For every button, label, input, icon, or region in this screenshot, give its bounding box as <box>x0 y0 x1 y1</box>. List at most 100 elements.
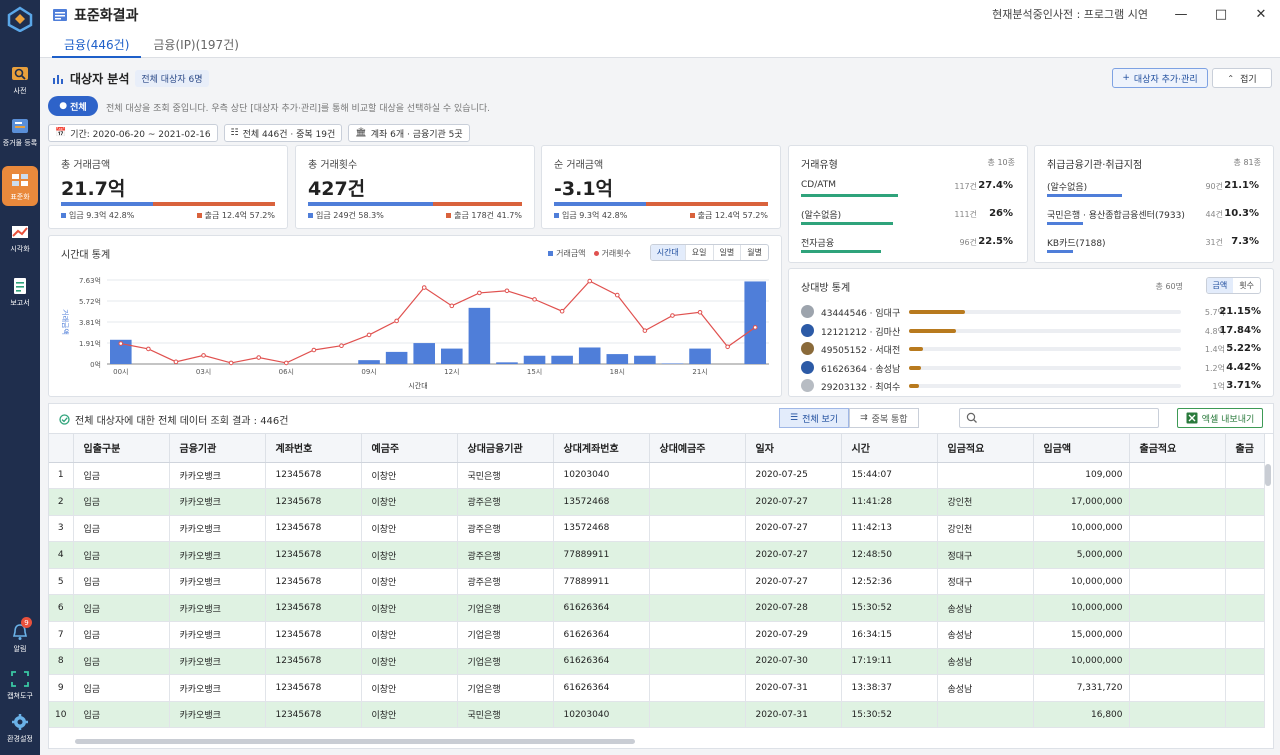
counterparty-row[interactable]: 12121212 · 김마산 4.8억 17.84% <box>801 323 1261 340</box>
table-row[interactable]: 5 입금 카카오뱅크 12345678 이창안 광주은행 77889911 2020-07-2… <box>49 568 1265 596</box>
tx_type-name: (알수없음) <box>801 211 842 221</box>
column-header[interactable]: 상대계좌번호 <box>553 434 650 463</box>
count-point <box>670 313 675 318</box>
close-button[interactable]: ✕ <box>1255 6 1267 22</box>
column-header[interactable]: 시간 <box>841 434 938 463</box>
table-cell: 국민은행 <box>457 701 554 729</box>
y-tick-label: 1.91억 <box>79 340 101 348</box>
column-header[interactable]: 일자 <box>745 434 842 463</box>
minimize-button[interactable]: — <box>1174 6 1188 22</box>
column-header[interactable]: 입출구분 <box>73 434 170 463</box>
x-tick-label: 03시 <box>196 368 211 376</box>
fold-button[interactable]: ⌃ 접기 <box>1212 68 1272 88</box>
sidebar-item-search-dictionary[interactable]: 사전 <box>0 60 40 100</box>
count-point <box>697 310 703 315</box>
counterparty-title: 상대방 통계 <box>801 283 851 294</box>
tab-finance[interactable]: 금융(446건) <box>52 32 142 58</box>
column-header[interactable]: 계좌번호 <box>265 434 362 463</box>
segment-monthly[interactable]: 월별 <box>747 248 762 257</box>
column-header[interactable]: 출금적요 <box>1129 434 1226 463</box>
table-cell: 카카오뱅크 <box>169 568 266 596</box>
tab-finance-ip[interactable]: 금융(IP)(197건) <box>153 38 239 52</box>
counterparty-row[interactable]: 29203132 · 최여수 1억 3.71% <box>801 379 1261 395</box>
table-row[interactable]: 1 입금 카카오뱅크 12345678 이창안 국민은행 10203040 2020-07-2… <box>49 462 1265 490</box>
sidebar-item-visualize[interactable]: 시각화 <box>0 218 40 258</box>
kpi-legend: 입금 9.3억 42.8% 출금 12.4억 57.2% <box>554 210 768 221</box>
sidebar-item-report[interactable]: 보고서 <box>0 272 40 312</box>
column-header[interactable]: 입금적요 <box>937 434 1034 463</box>
table-row[interactable]: 8 입금 카카오뱅크 12345678 이창안 기업은행 61626364 2020-07-3… <box>49 648 1265 676</box>
counterparty-row[interactable]: 49505152 · 서대전 1.4억 5.22% <box>801 342 1261 358</box>
column-header[interactable]: 상대금융기관 <box>457 434 554 463</box>
counterparty-row[interactable]: 43444546 · 임대구 5.7억 21.15% <box>801 305 1261 321</box>
institutions-count: 31건 <box>1205 238 1223 247</box>
table-row[interactable]: 10 입금 카카오뱅크 12345678 이창안 국민은행 10203040 2020-07-… <box>49 701 1265 729</box>
institutions-row[interactable]: 국민은행 · 용산종합금융센터(7933) 44건 10.3% <box>1047 208 1259 232</box>
institutions-row[interactable]: KB카드(7188) 31건 7.3% <box>1047 236 1259 260</box>
vertical-scrollbar[interactable] <box>1265 464 1271 486</box>
tx_type-row[interactable]: CD/ATM 117건 27.4% <box>801 180 1013 204</box>
view-all-button[interactable]: ☰ 전체 보기 <box>779 408 850 428</box>
transaction-type-title: 거래유형 <box>801 160 838 171</box>
standardize-icon <box>9 170 31 190</box>
kpi-out-legend: 출금 12.4억 57.2% <box>689 210 768 221</box>
segment-count[interactable]: 횟수 <box>1239 281 1254 290</box>
column-header[interactable]: 상대예금주 <box>649 434 746 463</box>
kpi-legend: 입금 9.3억 42.8% 출금 12.4억 57.2% <box>61 210 275 221</box>
merge-duplicates-button[interactable]: ⇉ 중복 통합 <box>849 408 919 428</box>
table-row[interactable]: 7 입금 카카오뱅크 12345678 이창안 기업은행 61626364 2020-07-2… <box>49 621 1265 649</box>
all-subjects-button[interactable]: ● 전체 <box>48 96 98 116</box>
institution-card: 취급금융기관·취급지점 총 81종 (알수없음) 90건 21.1% 국민은행 · 용… <box>1034 145 1274 263</box>
table-row[interactable]: 6 입금 카카오뱅크 12345678 이창안 기업은행 61626364 2020-07-2… <box>49 594 1265 623</box>
amount-bar <box>578 347 601 364</box>
count-point <box>339 343 344 348</box>
counterparty-row[interactable]: 61626364 · 송성남 1.2억 4.42% <box>801 360 1261 377</box>
column-header[interactable]: 예금주 <box>361 434 458 463</box>
counterparty-name: 43444546 · 임대구 <box>821 309 901 319</box>
column-header[interactable]: 입금액 <box>1033 434 1130 463</box>
add-manage-subject-button[interactable]: + 대상자 추가·관리 <box>1112 68 1208 88</box>
table-cell: 카카오뱅크 <box>169 462 266 490</box>
counterparty-card: 상대방 통계 총 60명 금액 횟수 43444546 · 임대구 5.7억 21.… <box>788 268 1274 397</box>
column-header[interactable]: 금융기관 <box>169 434 266 463</box>
account-filter[interactable]: 🏛 계좌 6개 · 금융기관 5곳 <box>348 124 470 142</box>
table-cell: 국민은행 <box>457 462 554 490</box>
table-row[interactable]: 4 입금 카카오뱅크 12345678 이창안 광주은행 77889911 2020-07-2… <box>49 541 1265 569</box>
table-cell: 기업은행 <box>457 621 554 649</box>
x-tick-label: 09시 <box>361 368 376 376</box>
export-excel-button[interactable]: 엑셀 내보내기 <box>1177 408 1263 428</box>
counterparty-share-bar <box>909 365 921 370</box>
table-row[interactable]: 3 입금 카카오뱅크 12345678 이창안 광주은행 13572468 2020-07-2… <box>49 515 1265 543</box>
search-input[interactable] <box>982 411 1152 425</box>
kpi-card: 총 거래금액 21.7억 입금 9.3억 42.8% 출금 12.4억 57.2% <box>48 145 288 229</box>
table-cell: 기업은행 <box>457 674 554 702</box>
horizontal-scrollbar[interactable] <box>75 739 635 744</box>
table-row[interactable]: 9 입금 카카오뱅크 12345678 이창안 기업은행 61626364 2020-07-3… <box>49 674 1265 702</box>
column-header[interactable]: 출금 <box>1225 434 1265 463</box>
x-tick-label: 06시 <box>279 368 294 376</box>
segment-daily[interactable]: 일별 <box>714 245 742 260</box>
add-manage-subject-label: 대상자 추가·관리 <box>1133 74 1198 85</box>
sidebar-item-standardize[interactable]: 표준화 <box>2 166 38 206</box>
maximize-button[interactable]: □ <box>1214 6 1228 22</box>
table-cell: 광주은행 <box>457 541 554 569</box>
sidebar-item-evidence-register[interactable]: 증거물 등록 <box>0 112 40 152</box>
tx_type-row[interactable]: 전자금융 96건 22.5% <box>801 236 1013 260</box>
segment-hour[interactable]: 시간대 <box>650 245 686 260</box>
sidebar-item-gear[interactable]: 환경설정 <box>0 708 40 748</box>
sidebar-item-bell[interactable]: 9 알림 <box>0 617 40 658</box>
bank-icon: 🏛 <box>355 128 367 138</box>
column-header[interactable] <box>49 434 74 463</box>
kpi-label: 총 거래금액 <box>61 160 111 171</box>
tx_type-row[interactable]: (알수없음) 111건 26% <box>801 208 1013 232</box>
period-filter[interactable]: 📅 기간: 2020-06-20 ~ 2021-02-16 <box>48 124 218 142</box>
table-row[interactable]: 2 입금 카카오뱅크 12345678 이창안 광주은행 13572468 2020-07-2… <box>49 488 1265 516</box>
sidebar-item-capture[interactable]: 캡쳐도구 <box>0 665 40 705</box>
segment-amount[interactable]: 금액 <box>1206 278 1234 293</box>
segment-weekday[interactable]: 요일 <box>686 245 714 260</box>
count-point <box>725 344 730 350</box>
count-point <box>532 297 537 302</box>
count-filter[interactable]: ☷ 전체 446건 · 중복 19건 <box>223 124 343 142</box>
institutions-row[interactable]: (알수없음) 90건 21.1% <box>1047 180 1259 204</box>
search-box[interactable] <box>959 408 1159 428</box>
